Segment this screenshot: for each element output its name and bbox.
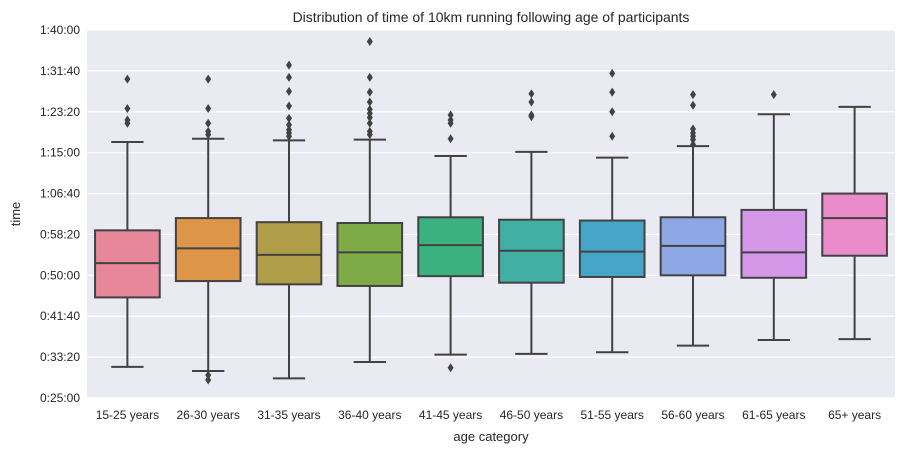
outlier-point xyxy=(528,97,535,107)
outlier-point xyxy=(205,118,212,128)
outlier-point xyxy=(124,115,131,125)
outlier-point xyxy=(690,124,696,134)
y-tick-label: 0:33:20 xyxy=(40,350,80,364)
outlier-point xyxy=(447,115,454,125)
y-tick-label: 1:15:00 xyxy=(40,146,80,160)
y-axis-title: time xyxy=(8,202,23,227)
box-series xyxy=(94,36,888,385)
chart-title: Distribution of time of 10km running fol… xyxy=(293,9,690,25)
outlier-point xyxy=(286,86,292,96)
outlier-point xyxy=(690,139,696,149)
iqr-box xyxy=(578,219,646,278)
outlier-point xyxy=(286,120,292,130)
x-tick-label: 31-35 years xyxy=(257,408,320,422)
x-axis-title: age category xyxy=(453,429,529,444)
outlier-point xyxy=(447,110,454,120)
iqr-box xyxy=(821,192,888,257)
y-tick-label: 0:41:40 xyxy=(40,309,80,323)
box-51-55-years xyxy=(578,68,646,354)
y-tick-label: 1:31:40 xyxy=(40,64,80,78)
outlier-point xyxy=(205,375,212,385)
x-tick-label: 26-30 years xyxy=(177,408,240,422)
y-tick-label: 1:23:20 xyxy=(40,105,80,119)
outlier-point xyxy=(609,131,616,141)
iqr-box xyxy=(417,216,484,278)
outlier-point xyxy=(609,68,616,78)
outlier-point xyxy=(286,72,292,82)
outlier-point xyxy=(366,97,373,107)
x-tick-label: 61-65 years xyxy=(742,408,805,422)
x-tick-label: 56-60 years xyxy=(661,408,724,422)
iqr-box xyxy=(174,217,242,283)
outlier-point xyxy=(286,60,292,70)
box-15-25-years xyxy=(94,74,161,368)
outlier-point xyxy=(205,104,212,114)
outlier-point xyxy=(286,125,292,135)
outlier-point xyxy=(366,87,373,97)
outlier-point xyxy=(205,74,212,84)
outlier-point xyxy=(366,118,373,128)
box-41-45-years xyxy=(417,110,484,373)
outlier-point xyxy=(205,126,212,136)
outlier-point xyxy=(124,74,131,84)
outlier-point xyxy=(690,90,696,100)
iqr-box xyxy=(255,221,323,286)
iqr-box xyxy=(336,221,404,287)
y-tick-label: 0:58:20 xyxy=(40,227,80,241)
outlier-point xyxy=(286,113,292,123)
outlier-point xyxy=(366,104,373,114)
outlier-point xyxy=(690,100,696,110)
gridlines xyxy=(87,29,895,399)
outlier-point xyxy=(205,370,212,380)
outlier-point xyxy=(528,110,535,120)
box-26-30-years xyxy=(174,74,242,385)
box-36-40-years xyxy=(336,36,404,364)
y-tick-label: 0:25:00 xyxy=(40,391,80,405)
x-tick-label: 65+ years xyxy=(828,408,881,422)
y-tick-label: 1:06:40 xyxy=(40,187,80,201)
box-56-60-years xyxy=(659,90,727,347)
outlier-point xyxy=(770,90,777,100)
x-tick-label: 36-40 years xyxy=(338,408,401,422)
outlier-point xyxy=(447,363,454,373)
outlier-point xyxy=(366,36,373,46)
box-65-years xyxy=(821,105,888,341)
outlier-point xyxy=(447,134,454,144)
y-tick-label: 0:50:00 xyxy=(40,268,80,282)
outlier-point xyxy=(124,104,131,114)
box-46-50-years xyxy=(498,89,565,355)
y-tick-label: 1:40:00 xyxy=(40,23,80,37)
outlier-point xyxy=(366,72,373,82)
outlier-point xyxy=(528,89,535,99)
box-31-35-years xyxy=(255,60,323,380)
x-tick-label: 51-55 years xyxy=(581,408,644,422)
x-tick-labels: 15-25 years 26-30 years 31-35 years 36-40 y… xyxy=(96,408,881,422)
x-tick-label: 46-50 years xyxy=(500,408,563,422)
iqr-box xyxy=(740,208,808,279)
box-61-65-years xyxy=(740,90,808,341)
x-tick-label: 41-45 years xyxy=(419,408,482,422)
outlier-point xyxy=(609,87,616,97)
outlier-point xyxy=(609,107,616,117)
outlier-point xyxy=(366,126,373,136)
x-tick-label: 15-25 years xyxy=(96,408,159,422)
outlier-point xyxy=(286,101,292,111)
y-tick-labels: 0:25:00 0:33:20 0:41:40 0:50:00 0:58:20 1:06:… xyxy=(40,23,80,405)
